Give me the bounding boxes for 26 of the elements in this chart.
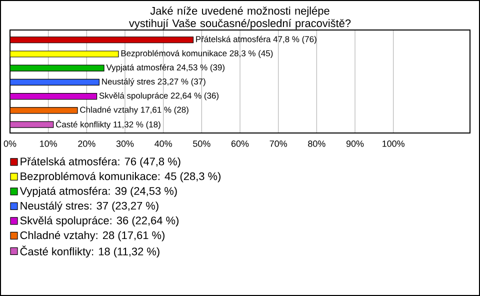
legend-label: Časté konflikty: 18 (11,32 %) [20, 246, 160, 258]
x-tick-label: 80% [308, 140, 326, 147]
legend-label: Neustálý stres: 37 (23,27 %) [20, 201, 158, 212]
data-label: Přátelská atmosféra 47,8 % (76) [196, 36, 316, 44]
data-label: Chladné vztahy 17,61 % (28) [80, 106, 188, 114]
x-tick-label: 0% [4, 140, 16, 147]
legend-label: Skvělá spolupráce: 36 (22,64 %) [20, 216, 178, 227]
data-label: Neustálý stres 23,27 % (37) [102, 78, 206, 86]
data-label: Vypjatá atmosféra 24,53 % (39) [106, 64, 224, 72]
x-tick-label: 100% [382, 140, 404, 147]
x-tick-label: 10% [40, 140, 57, 147]
data-label: Bezproblémová komunikace 28,3 % (45) [121, 50, 273, 58]
legend-label: Přátelská atmosféra: 76 (47,8 %) [20, 157, 180, 168]
x-tick-label: 60% [231, 140, 249, 147]
x-tick-label: 40% [154, 140, 172, 147]
x-tick-label: 70% [270, 140, 287, 147]
legend-label: Chladné vztahy: 28 (17,61 %) [20, 230, 164, 242]
x-tick-label: 90% [346, 140, 364, 147]
x-tick-label: 50% [193, 140, 210, 147]
chart-title: Jaké níže uvedené možnosti nejlépe vystihují Vaše současné/poslední pracoviště? [128, 6, 351, 30]
data-label: Časté konflikty 11,32 % (18) [56, 120, 160, 130]
x-tick-label: 20% [78, 140, 96, 147]
legend-label: Vypjatá atmosféra: 39 (24,53 %) [20, 186, 177, 198]
x-tick-label: 30% [116, 140, 134, 147]
legend-label: Bezproblémová komunikace: 45 (28,3 %) [20, 172, 220, 182]
data-label: Skvělá spolupráce 22,64 % (36) [99, 92, 218, 100]
